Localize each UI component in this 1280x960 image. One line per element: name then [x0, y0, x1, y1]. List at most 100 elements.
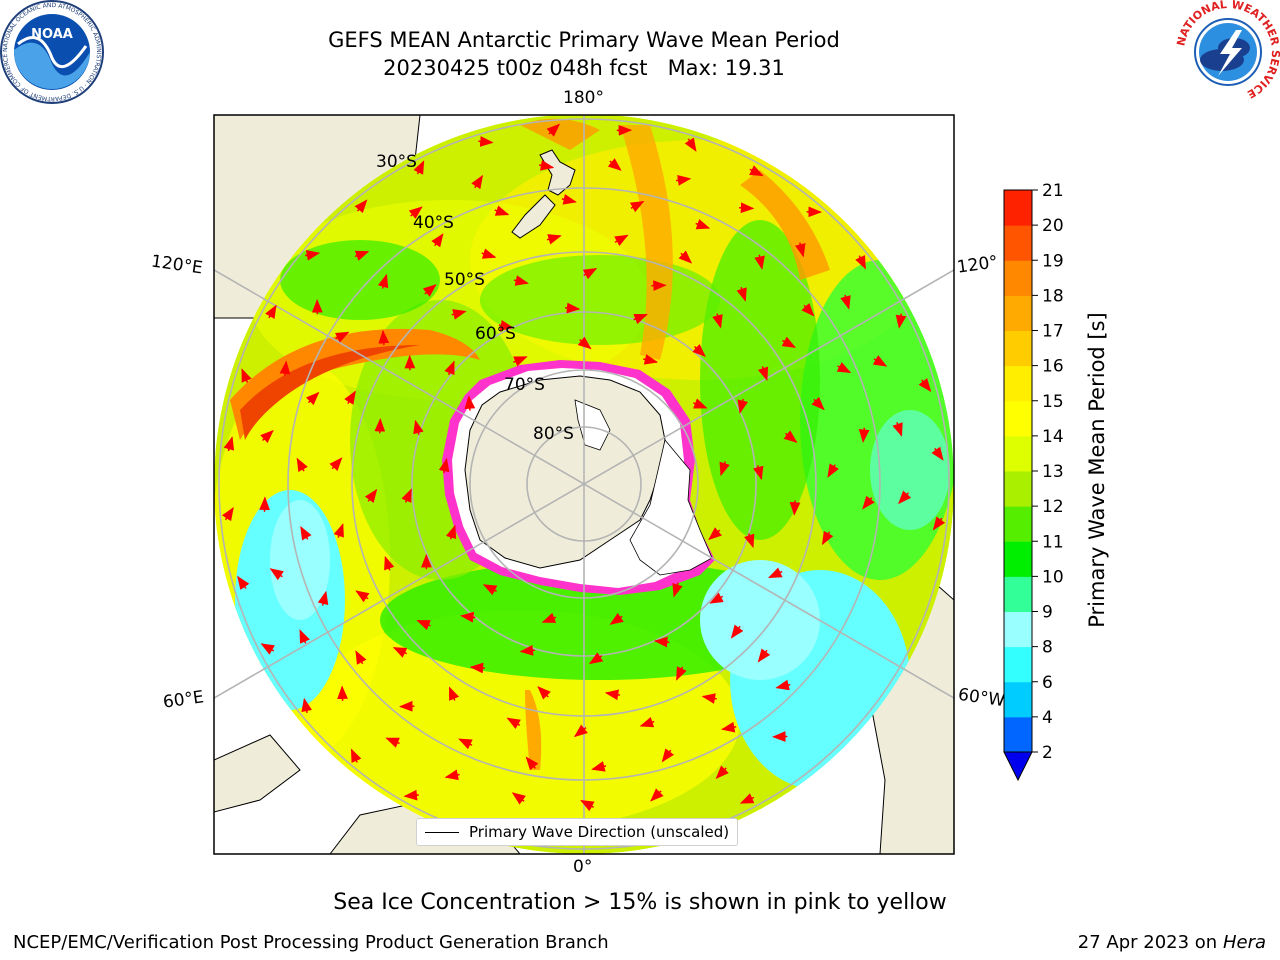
legend-line-swatch [425, 831, 459, 833]
wave-direction-arrow [519, 644, 535, 656]
wave-direction-arrow [537, 686, 551, 700]
colorbar-swatch [1004, 295, 1032, 331]
colorbar-swatch [1004, 541, 1032, 577]
wave-direction-arrow [639, 716, 655, 728]
wave-direction-arrow [460, 611, 476, 623]
wave-direction-arrow [676, 666, 687, 681]
colorbar-swatch [1004, 260, 1032, 296]
colorbar-tick-label: 2 [1042, 743, 1053, 763]
wave-direction-arrow [898, 490, 912, 505]
wave-direction-arrow [692, 343, 706, 358]
wave-direction-arrow [633, 313, 648, 325]
wave-direction-arrow [482, 584, 498, 596]
wave-direction-arrow [444, 360, 455, 376]
wave-direction-arrow [661, 748, 675, 763]
footer-credit: NCEP/EMC/Verification Post Processing Pr… [13, 932, 609, 953]
wave-direction-arrow [438, 457, 450, 474]
wave-direction-arrow [305, 391, 320, 406]
colorbar-swatch [1004, 330, 1032, 367]
wave-direction-arrow [588, 652, 604, 665]
lat-label-70s: 70°S [504, 375, 545, 395]
wave-direction-arrow [629, 201, 645, 213]
sea-ice-caption: Sea Ice Concentration > 15% is shown in … [333, 890, 947, 915]
colorbar-ticks: 2 4 6 8 9 10 11 12 13 14 15 16 17 18 19 20 21 [1032, 181, 1064, 763]
wave-direction-arrow [721, 721, 737, 733]
wave-direction-arrow [451, 309, 467, 320]
wave-direction-arrow [801, 302, 815, 317]
lat-label-80s: 80°S [533, 424, 574, 444]
colorbar-tick-label: 11 [1042, 532, 1064, 552]
wave-direction-arrow [513, 275, 529, 286]
wave-direction-arrow [862, 495, 875, 510]
wave-direction-arrow [334, 331, 350, 343]
wave-direction-arrow [269, 568, 284, 581]
colorbar-swatch [1004, 646, 1032, 683]
wave-direction-arrow [241, 368, 252, 383]
wave-direction-arrow [350, 748, 362, 763]
wave-direction-arrow [513, 356, 528, 367]
wave-direction-arrow [469, 662, 485, 674]
colorbar-tick-label: 20 [1042, 216, 1064, 236]
map-legend: Primary Wave Direction (unscaled) [416, 818, 739, 846]
colorbar-tick-label: 6 [1042, 673, 1053, 693]
wave-direction-arrow [781, 336, 796, 348]
wave-direction-arrow [739, 793, 755, 804]
wave-direction-arrow [730, 624, 744, 639]
wave-direction-arrow [607, 158, 622, 171]
wave-direction-arrow [752, 465, 764, 481]
wave-direction-arrow [693, 398, 708, 409]
wave-direction-arrow [918, 378, 932, 392]
noaa-text: NOAA [31, 27, 73, 42]
wave-direction-arrow [444, 769, 460, 781]
wave-direction-arrow [448, 686, 460, 701]
wave-direction-arrow [827, 463, 839, 478]
wave-direction-arrow [304, 249, 321, 261]
legend-label: Primary Wave Direction (unscaled) [469, 823, 730, 841]
colorbar-tick-label: 9 [1042, 603, 1053, 623]
wave-direction-arrow [872, 355, 888, 367]
lat-label-50s: 50°S [444, 270, 485, 290]
colorbar: 2 4 6 8 9 10 11 12 13 14 15 16 17 18 19 20 21 [1003, 181, 1064, 782]
wave-direction-arrow [541, 612, 557, 623]
wave-direction-arrow [737, 398, 749, 414]
lat-label-60s: 60°S [475, 324, 516, 344]
chart-title: GEFS MEAN Antarctic Primary Wave Mean Pe… [328, 28, 840, 52]
wave-direction-arrow [494, 205, 510, 216]
wave-direction-arrow [580, 800, 595, 812]
wave-direction-arrow [431, 233, 444, 248]
wave-direction-arrow [525, 756, 539, 771]
wave-direction-arrow [301, 697, 313, 714]
wave-direction-arrow [260, 429, 274, 444]
wave-direction-arrow [754, 254, 765, 270]
wave-direction-arrow [333, 523, 344, 538]
colorbar-swatch [1004, 365, 1032, 402]
meridian-60e-120w [214, 269, 954, 699]
wave-direction-arrow [715, 765, 729, 779]
wave-direction-arrow [757, 366, 769, 381]
colorbar-swatch [1004, 576, 1032, 612]
wave-direction-arrow [416, 619, 431, 631]
wave-direction-arrow [279, 360, 291, 376]
wave-direction-arrow [265, 304, 277, 320]
noaa-logo: NATIONAL OCEANIC AND ATMOSPHERIC ADMINIS… [0, 0, 104, 104]
wave-direction-arrow [795, 242, 806, 258]
wave-direction-arrow [709, 592, 724, 604]
colorbar-tick-label: 18 [1042, 286, 1064, 306]
wave-direction-arrow [260, 643, 275, 655]
wave-direction-arrow [573, 724, 588, 738]
wave-direction-arrow [478, 136, 494, 147]
wave-direction-arrow [653, 636, 670, 648]
wave-direction-arrow [840, 294, 851, 310]
wave-direction-arrow [354, 199, 368, 214]
colorbar-tick-label: 19 [1042, 251, 1064, 271]
wave-direction-arrow [892, 421, 903, 437]
wave-direction-arrow [775, 679, 791, 691]
wave-direction-arrow [564, 302, 581, 314]
wave-direction-arrow [749, 165, 764, 177]
wave-direction-arrow [223, 436, 235, 452]
wave-direction-arrow [506, 717, 521, 730]
wave-direction-arrow [678, 250, 693, 264]
colorbar-swatch [1004, 190, 1032, 226]
